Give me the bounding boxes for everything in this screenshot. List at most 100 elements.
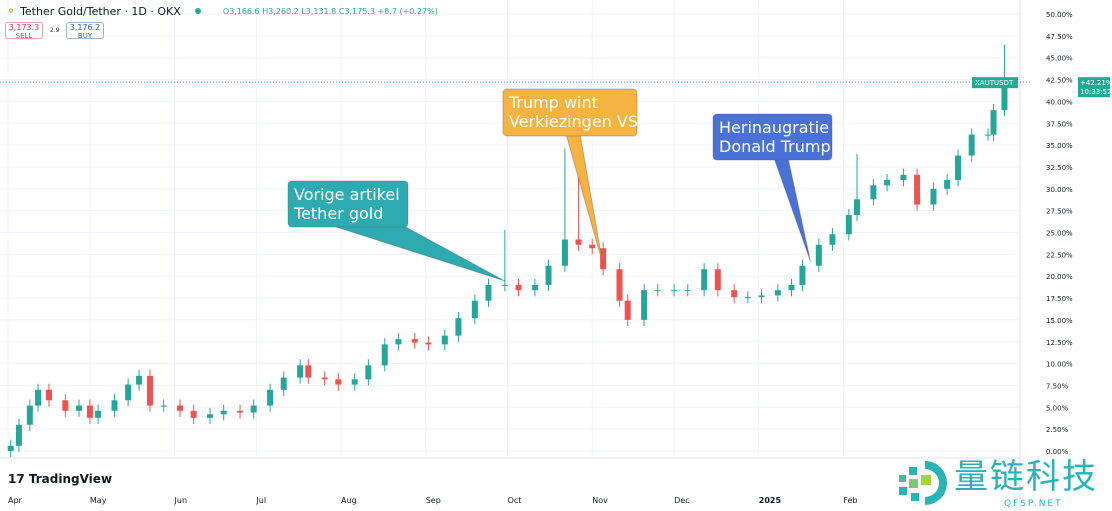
candle-body: [1001, 82, 1008, 111]
candle-body: [575, 239, 582, 245]
candle-body: [624, 300, 631, 320]
tradingview-text: TradingView: [28, 472, 113, 486]
callout-line1: Trump wint: [508, 93, 598, 112]
x-tick-label: Oct: [508, 496, 522, 505]
candle-body: [395, 339, 402, 345]
candle-body: [985, 134, 992, 136]
candle-body: [305, 365, 312, 378]
candle-body: [485, 284, 492, 301]
y-tick-label: 35.00%: [1046, 142, 1073, 150]
countdown-text: 10:33:52: [1080, 88, 1111, 96]
candle-body: [321, 377, 328, 380]
candle-body: [968, 134, 975, 156]
buy-price: 3,176.2: [69, 23, 101, 32]
candle-body: [515, 284, 522, 291]
x-tick-label: 2025: [759, 496, 782, 505]
candle-body: [990, 110, 997, 135]
y-tick-label: 17.50%: [1046, 295, 1073, 303]
watermark-url: QFSP.NET: [1004, 499, 1063, 509]
y-tick-label: 12.50%: [1046, 339, 1073, 347]
callout-line2: Tether gold: [293, 204, 383, 223]
candle-body: [111, 400, 118, 411]
buy-button[interactable]: 3,176.2 BUY: [66, 22, 104, 40]
candle-body: [684, 290, 691, 292]
candle-body: [35, 389, 42, 406]
candle-body: [561, 239, 568, 266]
symbol-header: ⚬ Tether Gold/Tether · 1D · OKX O3,166.6…: [6, 4, 438, 18]
candle-body: [15, 424, 22, 446]
candle-body: [95, 410, 102, 418]
watermark-text: 量链科技: [954, 457, 1098, 497]
y-tick-label: 10.00%: [1046, 361, 1073, 369]
sell-button[interactable]: 3,173.3 SELL: [5, 22, 43, 40]
candles: [7, 44, 1008, 458]
sell-price: 3,173.3: [8, 23, 40, 32]
candle-body: [365, 365, 372, 380]
tradingview-logo[interactable]: 17 TradingView: [8, 472, 112, 486]
y-tick-label: 20.00%: [1046, 273, 1073, 281]
x-tick-label: Aug: [341, 496, 357, 505]
y-tick-label: 25.00%: [1046, 230, 1073, 238]
candle-body: [280, 377, 287, 390]
candle-body: [381, 344, 388, 366]
buy-label: BUY: [77, 32, 93, 40]
callout-pointer: [329, 224, 506, 282]
candle-body: [944, 180, 951, 189]
candle-body: [86, 405, 93, 418]
y-tick-label: 0.00%: [1046, 448, 1069, 456]
callout-box: [712, 113, 833, 161]
candle-body: [455, 318, 462, 336]
gold-coin-icon: ⚬: [6, 4, 17, 18]
candle-body: [788, 284, 795, 291]
ohlc-values: O3,166.6 H3,260.2 L3,131.8 C3,175.3 +8.7…: [222, 6, 438, 16]
tv-icon: 17: [8, 472, 29, 486]
candle-body: [335, 379, 342, 385]
y-tick-label: 47.50%: [1046, 33, 1073, 41]
y-tick-label: 27.50%: [1046, 208, 1073, 216]
candle-body: [884, 180, 891, 186]
candle-body: [425, 342, 432, 345]
candle-body: [441, 335, 448, 345]
candle-body: [914, 174, 921, 205]
candle-body: [237, 410, 244, 413]
y-tick-label: 37.50%: [1046, 120, 1073, 128]
watermark-logo-icon: [899, 461, 947, 505]
candle-body: [220, 410, 227, 415]
change-tag: [1078, 77, 1110, 98]
candle-body: [207, 414, 214, 418]
symbol-tag-text: XAUTUSDT: [975, 79, 1014, 87]
candle-body: [799, 265, 806, 285]
price-tag: XAUTUSDT +42.21%10:33:52: [972, 77, 1112, 98]
candle-body: [297, 365, 304, 378]
candle-body: [845, 215, 852, 235]
y-tick-label: 32.50%: [1046, 164, 1073, 172]
x-axis: Apr May Jun Jul Aug Sep Oct Nov Dec 2025 Feb: [8, 496, 858, 505]
y-tick-label: 5.00%: [1046, 404, 1069, 412]
candle-body: [600, 248, 607, 270]
candle-body: [501, 284, 508, 286]
y-tick-label: 45.00%: [1046, 55, 1073, 63]
sell-label: SELL: [15, 32, 33, 40]
candle-body: [62, 400, 69, 411]
y-tick-label: 15.00%: [1046, 317, 1073, 325]
candle-body: [829, 234, 836, 245]
candle-body: [589, 244, 596, 249]
candle-body: [930, 188, 937, 205]
symbol-title[interactable]: Tether Gold/Tether · 1D · OKX: [20, 4, 181, 18]
candle-body: [125, 384, 132, 401]
candle-body: [75, 405, 82, 411]
candle-body: [654, 290, 661, 292]
callout-box: [502, 88, 638, 137]
y-tick-label: 50.00%: [1046, 11, 1073, 19]
candle-body: [955, 155, 962, 181]
market-open-dot: [194, 8, 201, 14]
callout-pointer: [565, 133, 604, 266]
candle-body: [641, 290, 648, 320]
y-axis: 0.00% 2.50% 5.00% 7.50% 10.00% 12.50% 15.00% 17…: [1046, 11, 1073, 456]
y-tick-label: 7.50%: [1046, 382, 1069, 390]
